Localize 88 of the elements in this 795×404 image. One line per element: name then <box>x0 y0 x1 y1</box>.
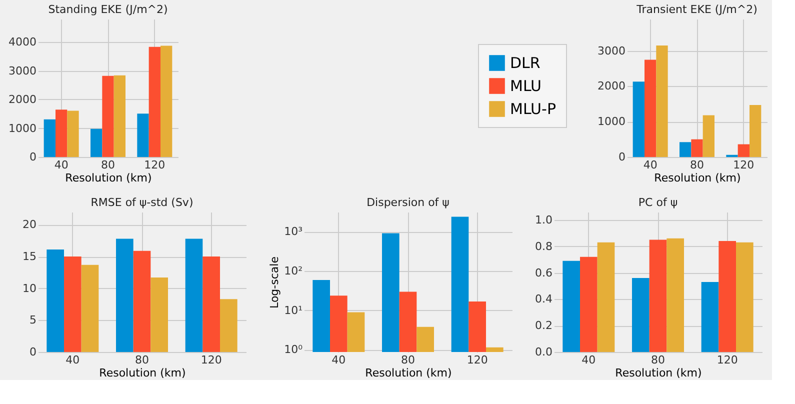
y-tick-label: 3000 <box>598 44 626 58</box>
bar <box>750 104 762 157</box>
y-tick-label: 10 <box>22 282 36 295</box>
chart-title: Transient EKE (J/m^2) <box>636 3 758 16</box>
x-tick-label: 40 <box>66 354 80 366</box>
bar <box>680 142 692 157</box>
x-tick-label: 80 <box>690 158 704 172</box>
bar <box>738 144 750 157</box>
y-tick-label: 2000 <box>598 80 626 93</box>
y-tick-label: 10¹ <box>284 304 302 317</box>
chart-title: Standing EKE (J/m^2) <box>48 3 168 16</box>
y-axis-title: Log-scale <box>268 256 282 308</box>
legend-label: MLU-P <box>510 100 556 118</box>
bar <box>701 282 719 352</box>
y-tick-label: 5 <box>30 314 36 327</box>
legend-label: MLU <box>510 77 542 95</box>
bar <box>656 46 668 157</box>
y-tick-label: 15 <box>22 250 36 264</box>
bar <box>160 46 172 157</box>
bar <box>562 260 580 352</box>
bar <box>148 46 160 157</box>
x-tick-label: 80 <box>101 158 115 172</box>
x-axis-title: Resolution (km) <box>65 172 152 184</box>
bar <box>632 278 650 352</box>
bar <box>150 278 168 352</box>
bar <box>718 241 736 352</box>
x-tick-label: 120 <box>144 158 166 172</box>
bar <box>64 256 82 352</box>
bar <box>666 238 684 352</box>
x-tick-label: 120 <box>716 354 738 366</box>
bar <box>220 299 238 352</box>
bar <box>56 110 68 157</box>
x-tick-label: 120 <box>200 354 222 366</box>
x-tick-label: 40 <box>54 158 68 172</box>
bar <box>185 238 203 352</box>
bar <box>632 82 644 157</box>
chart-title: Dispersion of ψ <box>366 196 450 209</box>
y-tick-label: 0 <box>30 346 36 358</box>
x-tick-label: 120 <box>466 354 488 366</box>
bar <box>580 256 598 352</box>
bar <box>597 242 615 352</box>
y-tick-label: 0.2 <box>535 319 552 332</box>
y-tick-label: 0 <box>618 150 626 164</box>
y-tick-label: 1.0 <box>535 213 552 226</box>
y-tick-label: 0.6 <box>535 266 552 280</box>
x-axis-title: Resolution (km) <box>99 366 186 380</box>
x-tick-label: 80 <box>401 354 415 366</box>
y-tick-label: 0.0 <box>535 346 552 358</box>
bar <box>691 139 703 157</box>
x-tick-label: 40 <box>643 158 658 172</box>
bar <box>644 60 656 157</box>
x-axis-title: Resolution (km) <box>654 172 741 184</box>
bar <box>736 242 754 352</box>
y-tick-label: 10⁰ <box>284 343 304 356</box>
bar <box>81 264 99 352</box>
y-tick-label: 1000 <box>8 122 36 135</box>
bar <box>44 119 56 157</box>
chart-title: PC of ψ <box>638 196 678 209</box>
y-tick-label: 3000 <box>8 64 36 78</box>
y-tick-label: 20 <box>22 218 36 232</box>
bar <box>102 76 114 157</box>
bar <box>202 256 220 352</box>
y-tick-label: 1000 <box>598 115 626 128</box>
bar <box>137 114 149 157</box>
bar <box>46 250 64 352</box>
y-tick-label: 0.4 <box>535 292 552 306</box>
y-tick-label: 0 <box>30 150 36 164</box>
y-tick-label: 4000 <box>8 36 36 48</box>
y-tick-label: 2000 <box>8 93 36 106</box>
bar <box>133 250 151 352</box>
x-tick-label: 80 <box>135 354 149 366</box>
bar <box>702 115 714 157</box>
legend-label: DLR <box>510 54 540 72</box>
bar <box>90 128 102 157</box>
y-tick-label: 10³ <box>284 225 302 238</box>
x-tick-label: 120 <box>733 158 754 172</box>
y-tick-label: 0.8 <box>535 240 552 253</box>
bar <box>649 240 667 352</box>
y-tick-label: 10² <box>284 264 302 278</box>
bar <box>67 110 79 157</box>
x-axis-title: Resolution (km) <box>365 366 452 380</box>
chart-title: RMSE of ψ-std (Sv) <box>90 196 194 209</box>
x-tick-label: 40 <box>332 354 346 366</box>
x-tick-label: 80 <box>651 354 665 366</box>
x-tick-label: 40 <box>582 354 596 366</box>
bar <box>116 238 134 352</box>
bar <box>114 75 126 157</box>
x-axis-title: Resolution (km) <box>615 366 702 380</box>
